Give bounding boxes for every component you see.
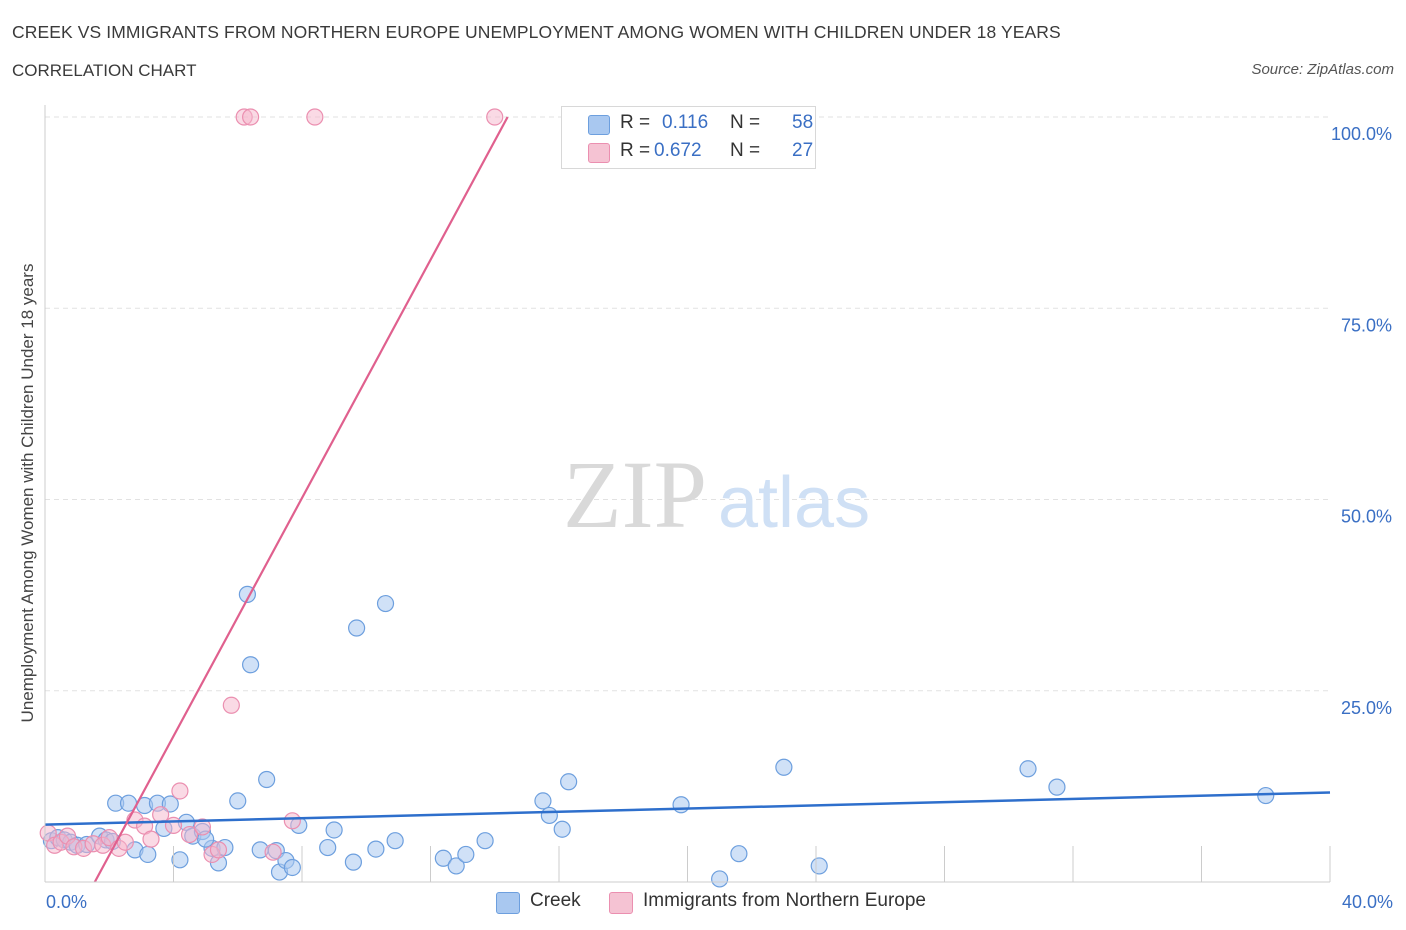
r-label: R = [620,140,651,161]
trend-lines [44,116,1331,883]
creek-point[interactable] [139,845,157,864]
grid-layer [45,116,1330,692]
y-tick-label: 50.0% [1341,507,1392,527]
creek-point[interactable] [325,821,343,839]
creek-point[interactable] [672,796,690,814]
creek-point[interactable] [258,770,276,789]
creek-point[interactable] [434,849,452,867]
immigrants-trend-line [93,116,509,883]
immigrants-point[interactable] [142,830,160,848]
immigrants-point[interactable] [171,782,189,800]
chart-subtitle: CORRELATION CHART [12,61,197,80]
creek-point[interactable] [229,792,247,810]
creek-point[interactable] [810,857,828,875]
axis-layer: 25.0% 50.0% 75.0% 100.0% 0.0% 40.0% [44,105,1393,912]
creek-legend-swatch [496,892,520,914]
creek-point[interactable] [457,845,475,864]
immigrants-r-value: 0.672 [654,140,702,161]
immigrants-legend-swatch [609,892,633,914]
immigrants-point[interactable] [152,806,170,824]
creek-swatch [588,115,610,135]
immigrants-point[interactable] [180,825,199,844]
source-credit: Source: ZipAtlas.com [1251,61,1394,78]
watermark-zip: ZIP [563,441,707,548]
immigrants-point[interactable] [164,816,183,834]
creek-point[interactable] [711,870,729,888]
immigrants-point[interactable] [242,108,260,126]
creek-point[interactable] [447,857,465,875]
creek-r-value: 0.116 [662,112,709,133]
immigrants-point[interactable] [264,843,282,861]
x-tick-label-max: 40.0% [1342,892,1393,912]
creek-point[interactable] [1019,760,1037,778]
creek-point[interactable] [367,840,385,858]
n-label: N = [730,140,761,161]
creek-point[interactable] [386,832,404,850]
creek-point[interactable] [730,845,748,863]
creek-legend-label: Creek [530,890,581,911]
immigrants-point[interactable] [222,696,240,714]
creek-point[interactable] [344,853,362,871]
immigrants-point[interactable] [100,829,118,847]
immigrants-swatch [588,143,610,163]
x-tick-label-min: 0.0% [46,892,87,912]
creek-point[interactable] [319,838,337,857]
creek-n-value: 58 [792,112,814,133]
immigrants-point[interactable] [193,818,212,836]
creek-point[interactable] [553,820,571,838]
creek-point[interactable] [560,773,578,791]
creek-point[interactable] [1048,778,1066,796]
watermark: ZIP atlas [563,441,870,548]
creek-point[interactable] [1257,786,1275,805]
y-tick-label: 25.0% [1341,698,1392,718]
immigrants-point[interactable] [486,108,504,126]
watermark-atlas: atlas [718,463,870,543]
creek-point[interactable] [376,594,395,613]
y-tick-label: 100.0% [1331,124,1392,144]
r-label: R = [620,112,651,133]
creek-points [42,585,1275,888]
immigrants-n-value: 27 [792,140,814,161]
y-tick-label: 75.0% [1341,315,1392,335]
immigrants-point[interactable] [283,812,301,830]
creek-point[interactable] [348,619,366,637]
creek-point[interactable] [540,806,558,825]
immigrants-point[interactable] [209,841,228,859]
immigrants-legend-label: Immigrants from Northern Europe [643,890,926,911]
creek-point[interactable] [171,851,189,869]
creek-point[interactable] [534,792,552,810]
creek-trend-line [44,791,1331,826]
immigrants-points [39,108,504,864]
creek-point[interactable] [283,858,301,877]
chart-title: CREEK VS IMMIGRANTS FROM NORTHERN EUROPE… [12,22,1061,42]
creek-point[interactable] [775,758,793,776]
immigrants-point[interactable] [306,108,324,126]
n-label: N = [730,112,761,133]
creek-point[interactable] [242,656,260,674]
creek-point[interactable] [476,832,494,850]
creek-point[interactable] [161,795,179,813]
stats-legend-box: R = 0.116 N = 58 R = 0.672 N = 27 [561,106,816,169]
